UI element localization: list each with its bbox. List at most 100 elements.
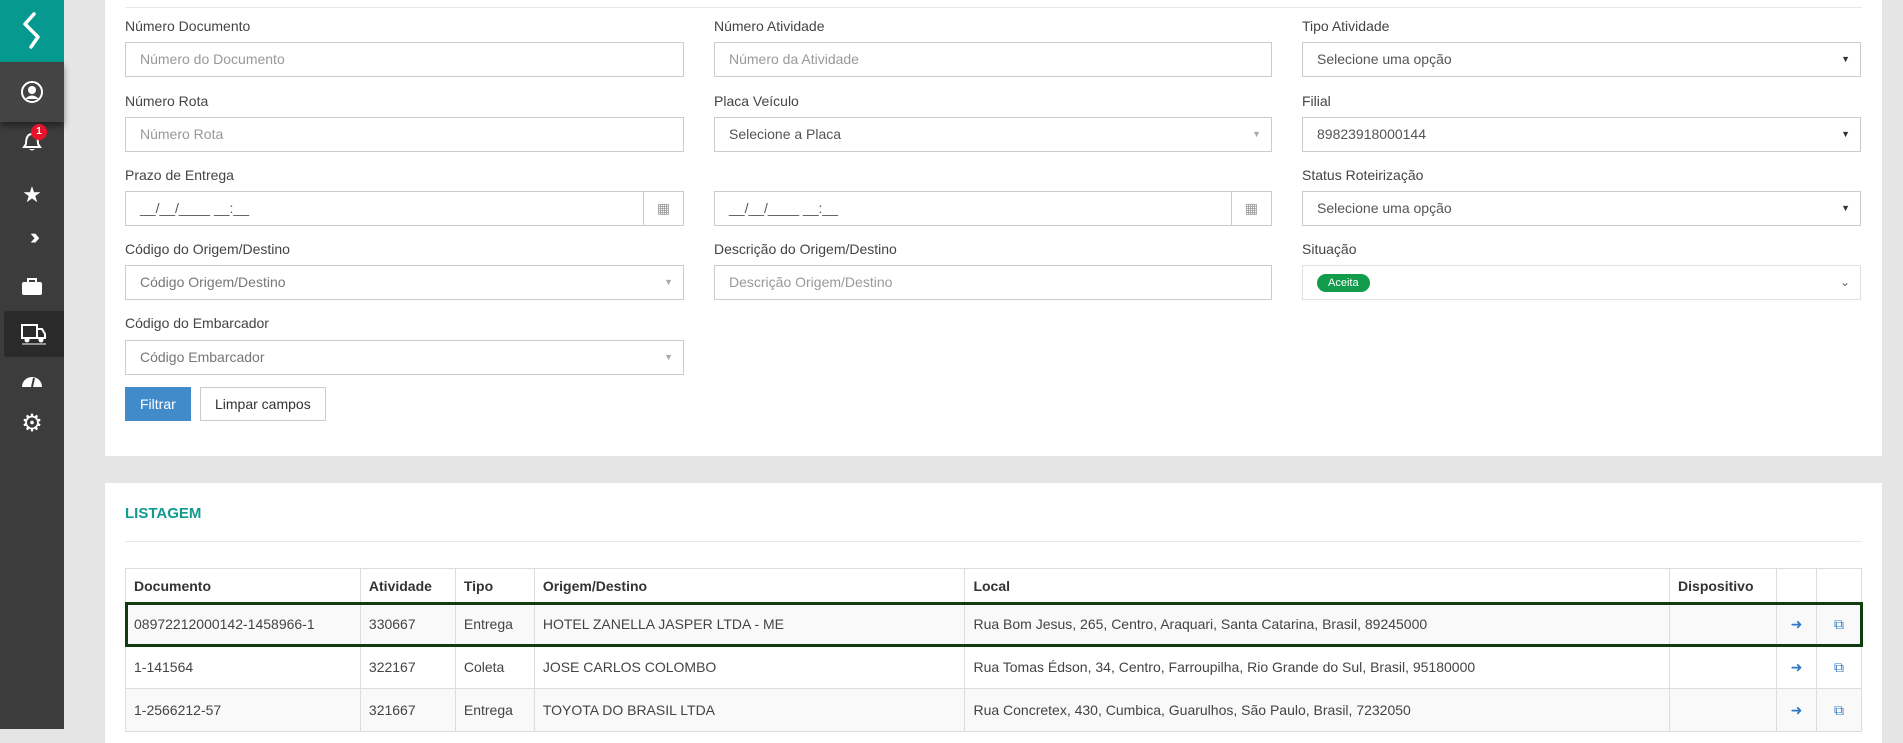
situacao-tag[interactable]: Aceita	[1317, 274, 1370, 293]
caret-down-icon: ▼	[1252, 129, 1261, 139]
codigo-origem-select[interactable]: Código Origem/Destino ▼	[125, 265, 684, 300]
date-placeholder: __/__/____ __:__	[140, 200, 249, 216]
codigo-embarcador-select[interactable]: Código Embarcador ▼	[125, 340, 684, 375]
listing-title: LISTAGEM	[125, 505, 202, 522]
label-filial: Filial	[1302, 93, 1331, 109]
col-local[interactable]: Local	[964, 568, 1671, 603]
prazo-entrega-to-input[interactable]: __/__/____ __:__ ▦	[714, 191, 1272, 226]
cell-origem: TOYOTA DO BRASIL LTDA	[533, 688, 966, 732]
caret-down-icon: ▼	[664, 277, 673, 287]
col-documento[interactable]: Documento	[125, 568, 361, 603]
cell-local: Rua Concretex, 430, Cumbica, Guarulhos, …	[964, 688, 1671, 732]
tipo-atividade-select[interactable]: Selecione uma opção ▼	[1302, 42, 1861, 77]
sidebar: 1 ★ ››› ⚙	[0, 0, 64, 729]
caret-down-icon: ▼	[1841, 203, 1850, 213]
calendar-icon[interactable]: ▦	[643, 192, 683, 225]
situacao-multiselect[interactable]: Aceita ⌄	[1302, 265, 1861, 300]
label-descricao-origem: Descrição do Origem/Destino	[714, 241, 897, 257]
placa-veiculo-value: Selecione a Placa	[729, 126, 842, 142]
cell-atividade: 322167	[359, 645, 456, 689]
cell-dispositivo	[1669, 645, 1778, 689]
chevron-down-icon: ⌄	[1839, 275, 1850, 289]
col-origem-destino[interactable]: Origem/Destino	[533, 568, 966, 603]
cell-origem: HOTEL ZANELLA JASPER LTDA - ME	[533, 602, 966, 646]
status-roteirizacao-select[interactable]: Selecione uma opção ▼	[1302, 191, 1861, 226]
truck-button[interactable]	[4, 311, 64, 357]
window-restore-icon[interactable]: ⧉	[1815, 645, 1863, 689]
arrow-circle-right-icon[interactable]: ➜	[1776, 602, 1817, 646]
briefcase-button[interactable]	[0, 272, 64, 302]
chevrons-button[interactable]: ›››	[0, 222, 64, 252]
status-roteirizacao-value: Selecione uma opção	[1317, 200, 1452, 216]
logo[interactable]	[0, 0, 64, 62]
dashboard-button[interactable]	[0, 365, 64, 395]
calendar-icon[interactable]: ▦	[1231, 192, 1271, 225]
arrow-circle-right-icon[interactable]: ➜	[1776, 645, 1817, 689]
label-situacao: Situação	[1302, 241, 1357, 257]
caret-down-icon: ▼	[664, 352, 673, 362]
numero-atividade-input[interactable]: Número da Atividade	[714, 42, 1272, 77]
label-codigo-embarcador: Código do Embarcador	[125, 315, 269, 331]
cell-tipo: Entrega	[454, 688, 535, 732]
truck-icon	[21, 324, 46, 345]
cell-atividade: 321667	[359, 688, 456, 732]
user-menu[interactable]	[0, 62, 64, 122]
table-header: Documento Atividade Tipo Origem/Destino …	[125, 568, 1863, 603]
chevrons-icon: ›››	[30, 224, 40, 249]
label-codigo-origem: Código do Origem/Destino	[125, 241, 290, 257]
col-atividade[interactable]: Atividade	[359, 568, 456, 603]
window-restore-icon[interactable]: ⧉	[1815, 688, 1863, 732]
col-dispositivo[interactable]: Dispositivo	[1669, 568, 1778, 603]
notification-badge: 1	[31, 123, 47, 140]
listing-table: Documento Atividade Tipo Origem/Destino …	[124, 568, 1863, 732]
clear-fields-button[interactable]: Limpar campos	[200, 387, 326, 421]
cell-dispositivo	[1669, 688, 1778, 732]
filter-button[interactable]: Filtrar	[125, 387, 191, 421]
filial-select[interactable]: 89823918000144 ▼	[1302, 117, 1861, 152]
col-tipo[interactable]: Tipo	[454, 568, 535, 603]
numero-rota-input[interactable]: Número Rota	[125, 117, 684, 152]
label-numero-atividade: Número Atividade	[714, 18, 825, 34]
placa-veiculo-select[interactable]: Selecione a Placa ▼	[714, 117, 1272, 152]
divider	[125, 541, 1862, 542]
settings-button[interactable]: ⚙	[0, 408, 64, 438]
label-status-roteirizacao: Status Roteirização	[1302, 167, 1424, 183]
briefcase-icon	[22, 278, 42, 295]
cell-documento: 1-141564	[125, 645, 361, 689]
filter-panel: Número Documento Número do Documento Núm…	[105, 0, 1882, 456]
cell-tipo: Coleta	[454, 645, 535, 689]
numero-documento-input[interactable]: Número do Documento	[125, 42, 684, 77]
label-prazo-entrega: Prazo de Entrega	[125, 167, 234, 183]
logo-icon	[23, 12, 40, 49]
cell-documento: 08972212000142-1458966-1	[125, 602, 361, 646]
col-action-2	[1815, 568, 1863, 603]
label-tipo-atividade: Tipo Atividade	[1302, 18, 1390, 34]
favorites-button[interactable]: ★	[0, 180, 64, 210]
cell-documento: 1-2566212-57	[125, 688, 361, 732]
col-action-1	[1776, 568, 1817, 603]
window-restore-icon[interactable]: ⧉	[1815, 602, 1863, 646]
user-icon	[21, 81, 43, 103]
listing-panel: LISTAGEM Documento Atividade Tipo Origem…	[105, 483, 1882, 743]
caret-down-icon: ▼	[1841, 54, 1850, 64]
cell-local: Rua Tomas Édson, 34, Centro, Farroupilha…	[964, 645, 1671, 689]
table-row[interactable]: 08972212000142-1458966-1 330667 Entrega …	[124, 601, 1863, 647]
prazo-entrega-from-input[interactable]: __/__/____ __:__ ▦	[125, 191, 684, 226]
label-numero-documento: Número Documento	[125, 18, 251, 34]
caret-down-icon: ▼	[1841, 129, 1850, 139]
date-placeholder: __/__/____ __:__	[729, 200, 838, 216]
table-row[interactable]: 1-2566212-57 321667 Entrega TOYOTA DO BR…	[125, 688, 1863, 732]
gear-icon: ⚙	[21, 409, 43, 437]
cell-origem: JOSE CARLOS COLOMBO	[533, 645, 966, 689]
table-row[interactable]: 1-141564 322167 Coleta JOSE CARLOS COLOM…	[125, 645, 1863, 689]
notifications-button[interactable]: 1	[0, 123, 64, 158]
star-icon: ★	[22, 182, 42, 207]
cell-tipo: Entrega	[454, 602, 535, 646]
dashboard-icon	[22, 377, 42, 388]
cell-dispositivo	[1669, 602, 1778, 646]
arrow-circle-right-icon[interactable]: ➜	[1776, 688, 1817, 732]
descricao-origem-input[interactable]: Descrição Origem/Destino	[714, 265, 1272, 300]
cell-atividade: 330667	[359, 602, 456, 646]
codigo-embarcador-value: Código Embarcador	[140, 349, 265, 365]
tipo-atividade-value: Selecione uma opção	[1317, 51, 1452, 67]
